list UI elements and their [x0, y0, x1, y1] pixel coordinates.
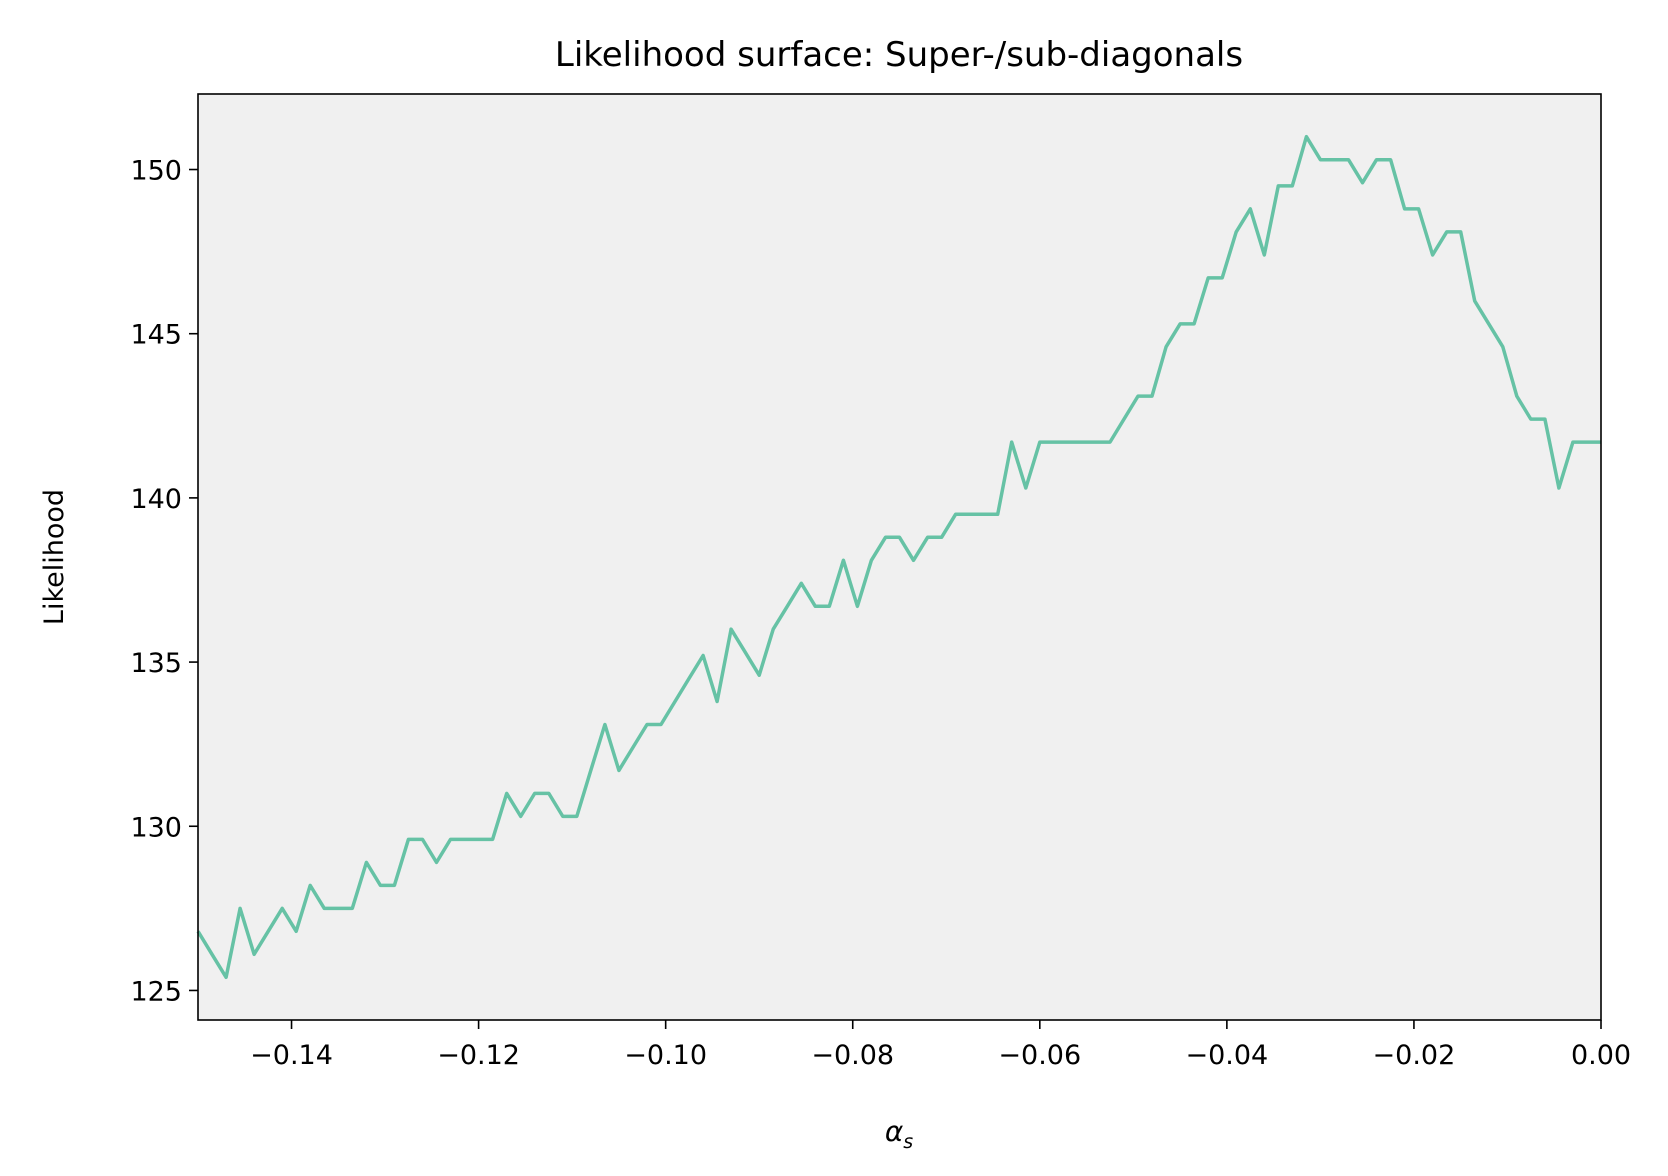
plot-area [198, 94, 1601, 1020]
y-tick-label: 145 [130, 320, 182, 351]
x-axis-ticks: −0.14 −0.12 −0.10 −0.08 −0.06 −0.04 −0.02 0.00 [250, 1020, 1631, 1071]
x-tick-label: −0.12 [437, 1040, 520, 1071]
x-tick-label: −0.08 [811, 1040, 894, 1071]
x-axis-label-symbol: α [885, 1115, 904, 1148]
y-tick-label: 140 [130, 484, 182, 515]
y-axis-ticks: 125 130 135 140 145 150 [130, 156, 198, 1007]
y-tick-label: 135 [130, 648, 182, 679]
axes-frame [197, 93, 1602, 1021]
y-tick-label: 125 [130, 976, 182, 1007]
likelihood-series-line [196, 134, 1601, 980]
x-tick-label: −0.04 [1185, 1040, 1268, 1071]
x-tick-label: −0.06 [998, 1040, 1081, 1071]
x-axis-label-subscript: s [903, 1131, 913, 1153]
y-tick-label: 150 [130, 156, 182, 187]
x-tick-label: −0.02 [1373, 1040, 1456, 1071]
x-axis-label: αs [885, 1115, 913, 1153]
x-tick-label: −0.14 [250, 1040, 333, 1071]
chart-title: Likelihood surface: Super-/sub-diagonals [555, 35, 1243, 75]
x-tick-label: −0.10 [624, 1040, 707, 1071]
y-axis-label: Likelihood [39, 489, 70, 625]
x-tick-label: 0.00 [1571, 1040, 1631, 1071]
y-tick-label: 130 [130, 812, 182, 843]
